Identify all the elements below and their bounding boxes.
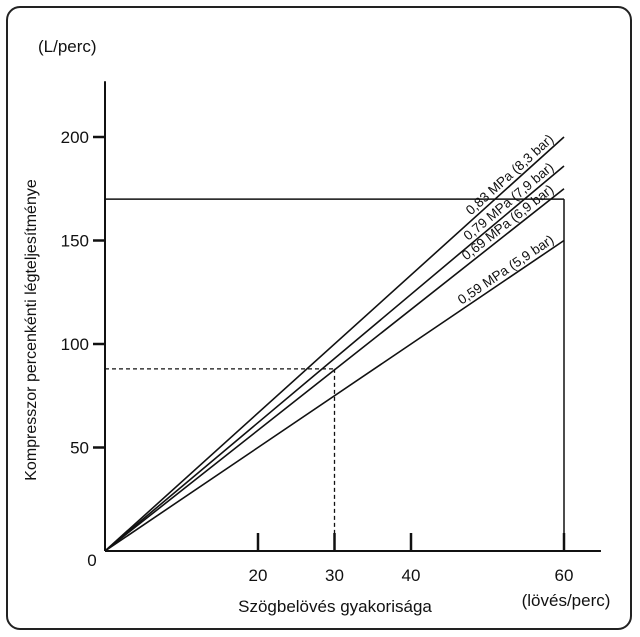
series-line-2 <box>104 165 565 552</box>
x-tick-label: 30 <box>325 566 344 585</box>
x-tick-label: 60 <box>555 566 574 585</box>
y-tick-label: 200 <box>61 128 89 147</box>
chart-frame <box>6 6 632 630</box>
x-tick-label: 40 <box>402 566 421 585</box>
x-unit-label: (lövés/perc) <box>522 591 611 610</box>
series-line-1 <box>104 136 565 552</box>
origin-label: 0 <box>87 551 96 570</box>
series-line-4 <box>104 239 565 552</box>
series-line-3 <box>104 188 565 552</box>
x-axis-label: Szögbelövés gyakorisága <box>238 597 432 616</box>
y-tick-label: 100 <box>61 335 89 354</box>
y-tick-label: 50 <box>70 439 89 458</box>
x-tick-label: 20 <box>249 566 268 585</box>
y-axis-label: Kompresszor percenkénti légteljesítménye <box>23 179 40 481</box>
y-unit-label: (L/perc) <box>38 37 97 56</box>
y-tick-label: 150 <box>61 232 89 251</box>
